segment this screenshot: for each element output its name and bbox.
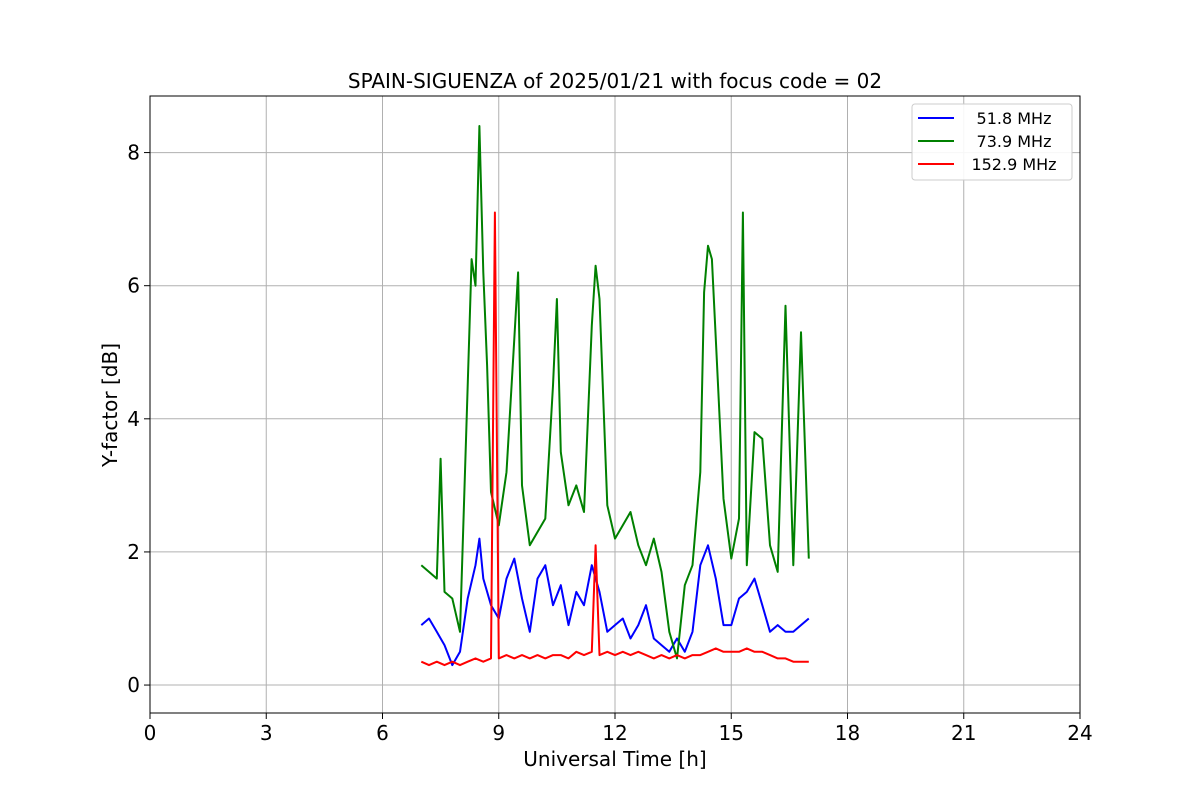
y-tick-label: 2 (127, 540, 140, 564)
legend-label-51-8-mhz: 51.8 MHz (977, 109, 1052, 128)
x-tick-label: 15 (719, 721, 744, 745)
legend-box (911, 103, 1073, 181)
y-tick-label: 8 (127, 141, 140, 165)
x-axis-label: Universal Time [h] (523, 747, 706, 771)
y-axis-ticks: 0 2 4 6 8 (127, 141, 150, 697)
x-tick-label: 9 (492, 721, 505, 745)
x-tick-label: 6 (376, 721, 389, 745)
y-tick-label: 0 (127, 673, 140, 697)
x-tick-label: 18 (835, 721, 860, 745)
chart-title: SPAIN-SIGUENZA of 2025/01/21 with focus … (348, 69, 882, 93)
series-layer (420, 125, 810, 667)
x-tick-label: 0 (144, 721, 157, 745)
legend: 51.8 MHz 73.9 MHz 152.9 MHz (911, 103, 1073, 181)
x-tick-label: 3 (260, 721, 273, 745)
x-tick-label: 24 (1067, 721, 1092, 745)
series-line-51-8-mhz (420, 537, 810, 667)
series-line-73-9-mhz (420, 125, 810, 660)
legend-label-73-9-mhz: 73.9 MHz (977, 132, 1052, 151)
series-line-152-9-mhz (420, 211, 809, 667)
y-axis-label: Y-factor [dB] (98, 343, 122, 468)
y-tick-label: 4 (127, 407, 140, 431)
y-tick-label: 6 (127, 274, 140, 298)
x-tick-label: 12 (602, 721, 627, 745)
x-axis-ticks: 0 3 6 9 12 15 18 21 24 (144, 713, 1093, 745)
x-tick-label: 21 (951, 721, 976, 745)
legend-label-152-9-mhz: 152.9 MHz (971, 155, 1056, 174)
